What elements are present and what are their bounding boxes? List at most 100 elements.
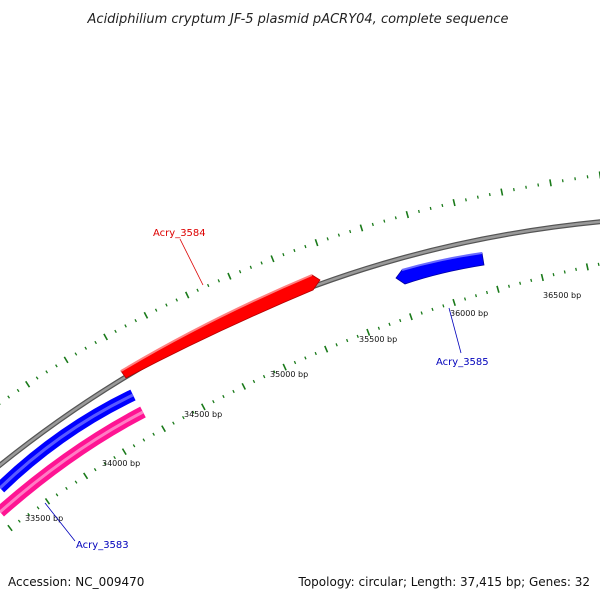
outer-tick-mark [55,364,58,368]
outer-tick-mark [537,183,540,187]
gene-arc-pink-highlight [0,410,144,514]
inner-tick-mark [388,322,391,327]
inner-tick-mark [121,448,127,456]
outer-tick-mark [383,219,386,223]
outer-tick-mark [326,237,329,241]
inner-tick-mark [356,334,359,339]
tick-label-36000: 36000 bp [450,309,488,318]
inner-tick-mark [420,311,423,315]
outer-tick-mark [217,279,220,283]
outer-tick-mark [405,210,410,219]
outer-tick-mark [417,209,420,214]
outer-tick-mark [103,333,108,341]
inner-tick-mark [314,351,317,356]
outer-tick-mark [63,356,69,364]
inner-tick-mark [399,318,402,323]
inner-tick-mark [132,444,136,448]
inner-tick-mark [103,461,107,466]
inner-tick-mark [36,506,40,510]
outer-tick-mark [16,388,20,393]
gene-arrow-acry-3585-highlight [401,252,483,271]
outer-tick-mark [143,311,149,319]
inner-tick-mark [172,421,175,425]
outer-tick-ring [0,171,600,405]
outer-tick-mark [35,376,39,380]
tick-label-35500: 35500 bp [359,335,397,344]
tick-label-34500: 34500 bp [184,410,222,419]
inner-tick-mark [282,363,287,371]
outer-tick-mark [25,380,31,388]
gene-arrow-acry-3584-highlight [120,274,313,372]
inner-tick-mark [212,400,215,404]
inner-tick-mark [262,374,266,379]
inner-tick-mark [83,472,89,480]
inner-tick-mark [474,294,478,298]
inner-tick-mark [273,370,276,374]
outer-tick-mark [314,239,319,247]
outer-tick-mark [165,303,168,307]
outer-tick-mark [293,248,296,253]
outer-tick-mark [359,224,364,232]
outer-tick-mark [488,192,491,197]
outer-tick-mark [249,265,253,269]
gene-label-acry-3584[interactable]: Acry_3584 [153,228,206,239]
outer-tick-mark [154,308,158,312]
inner-tick-mark [232,389,235,394]
outer-tick-mark [500,188,504,196]
inner-tick-mark [496,285,500,293]
inner-tick-mark [44,497,51,505]
inner-tick-mark [222,394,225,399]
gene-label-acry-3583[interactable]: Acry_3583 [76,540,129,551]
inner-tick-mark [27,512,31,517]
inner-tick-mark [241,382,247,390]
inner-tick-mark [182,415,185,420]
outer-tick-mark [184,291,190,299]
inner-tick-mark [65,486,68,491]
inner-tick-ring [7,262,600,532]
outer-tick-mark [549,179,552,187]
inner-tick-mark [575,267,578,271]
outer-tick-mark [441,203,444,208]
tick-label-33500: 33500 bp [25,514,63,523]
inner-tick-mark [345,338,349,343]
inner-tick-mark [74,480,78,484]
outer-tick-mark [196,288,199,292]
inner-tick-mark [452,298,456,306]
map-title: Acidiphilium cryptum JF-5 plasmid pACRY0… [87,12,509,27]
inner-tick-mark [519,281,522,285]
outer-tick-mark [124,324,127,328]
outer-tick-mark [512,187,515,192]
outer-tick-mark [45,370,49,374]
outer-tick-mark [207,283,210,288]
inner-tick-mark [335,343,338,347]
outer-tick-mark [282,252,285,257]
inner-tick-mark [431,307,434,312]
inner-tick-mark [7,524,13,532]
inner-tick-mark [55,493,59,497]
inner-tick-mark [540,273,544,282]
gene-arrow-acry-3584[interactable] [120,274,321,379]
tick-label-35000: 35000 bp [270,370,308,379]
inner-tick-mark [507,284,511,288]
outer-tick-mark [260,261,263,265]
outer-tick-mark [74,352,78,356]
inner-tick-mark [597,262,600,267]
inner-tick-mark [93,468,97,472]
outer-tick-mark [114,329,117,334]
outer-tick-mark [561,179,564,183]
leader-line-acry-3585 [448,307,462,354]
outer-tick-mark [134,318,137,323]
inner-tick-mark [377,326,381,330]
inner-tick-mark [142,438,146,442]
inner-tick-mark [152,432,155,436]
inner-tick-mark [552,273,555,277]
gene-arc-blue-left[interactable] [0,389,136,493]
outer-tick-mark [337,233,341,237]
outer-tick-mark [7,395,11,399]
outer-tick-mark [270,255,275,263]
gene-label-acry-3585[interactable]: Acry_3585 [436,357,489,368]
inner-tick-mark [442,304,445,308]
outer-tick-mark [429,206,432,211]
accession-text: Accession: NC_009470 [8,575,144,589]
